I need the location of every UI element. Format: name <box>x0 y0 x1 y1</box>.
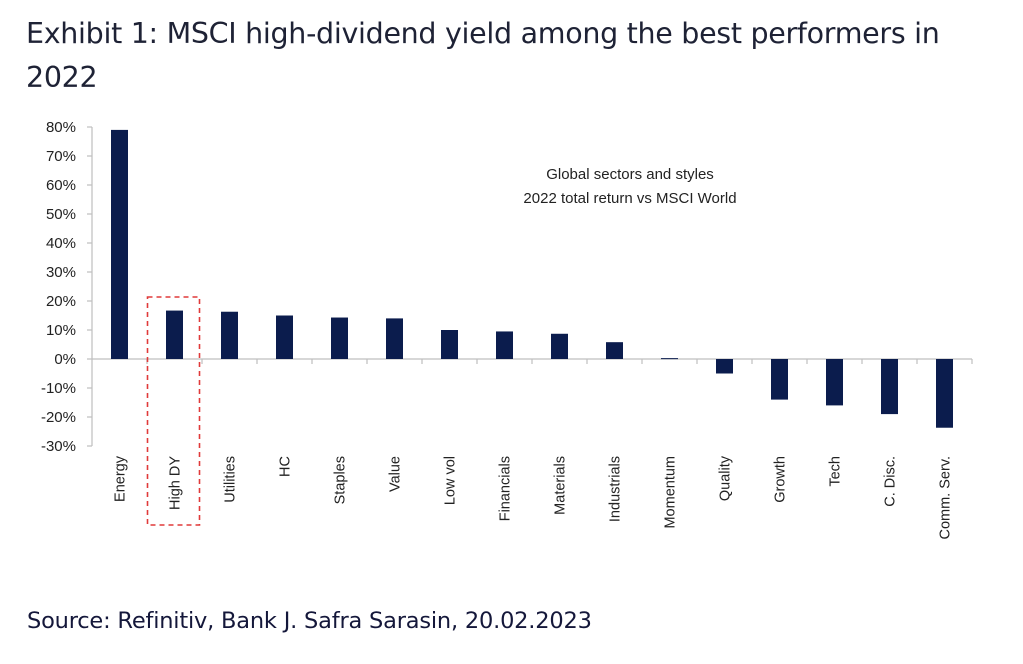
y-axis: 80% 70% 60% 50% 40% 30% 20% 10% 0% -10% -20% -30% <box>41 119 93 455</box>
category-label: C. Disc. <box>883 456 899 507</box>
highlight-box <box>146 296 201 526</box>
category-label: High DY <box>168 456 184 510</box>
y-tick-label: -20% <box>41 409 76 426</box>
category-label: Materials <box>553 456 569 515</box>
bar-financials <box>496 331 513 359</box>
y-tick-label: -10% <box>41 380 76 397</box>
y-tick-label: 70% <box>46 148 76 165</box>
chart-annotation: Global sectors and styles 2022 total retu… <box>523 166 736 207</box>
bar-chart: 80% 70% 60% 50% 40% 30% 20% 10% 0% -10% -20% -30% E… <box>41 119 973 540</box>
y-tick-label: 30% <box>46 264 76 281</box>
exhibit-title: Exhibit 1: MSCI high-dividend yield amon… <box>26 17 940 94</box>
y-tick-label: -30% <box>41 438 76 455</box>
bar-quality <box>716 359 733 374</box>
bar-materials <box>551 333 568 359</box>
y-tick-label: 10% <box>46 322 76 339</box>
bar-tech <box>826 359 843 406</box>
category-label: HC <box>278 456 294 477</box>
category-label: Utilities <box>223 456 239 503</box>
category-labels: Energy High DY Utilities HC Staples Value Low … <box>113 455 954 539</box>
category-label: Tech <box>828 456 844 487</box>
category-label: Industrials <box>608 456 624 522</box>
bar-growth <box>771 359 788 400</box>
y-tick-label: 50% <box>46 206 76 223</box>
bar-comm-serv <box>936 359 953 428</box>
annotation-line: 2022 total return vs MSCI World <box>523 190 736 207</box>
bar-high-dy <box>166 310 183 359</box>
x-axis <box>92 358 973 364</box>
bar-industrials <box>606 342 623 359</box>
bars <box>111 129 953 428</box>
source-note: Source: Refinitiv, Bank J. Safra Sarasin… <box>27 608 592 634</box>
y-tick-label: 80% <box>46 119 76 136</box>
y-tick-label: 20% <box>46 293 76 310</box>
category-label: Growth <box>773 456 789 503</box>
category-label: Quality <box>718 455 734 501</box>
y-tick-label: 40% <box>46 235 76 252</box>
bar-momentum <box>661 358 678 360</box>
bar-energy <box>111 129 128 359</box>
bar-hc <box>276 315 293 359</box>
bar-low-vol <box>441 330 458 359</box>
highlight-group <box>146 296 201 526</box>
bar-c-disc <box>881 359 898 415</box>
category-label: Momentum <box>663 456 679 529</box>
category-label: Energy <box>113 455 129 502</box>
category-label: Low vol <box>443 456 459 505</box>
annotation-line: Global sectors and styles <box>546 166 714 183</box>
bar-utilities <box>221 311 238 359</box>
y-tick-label: 60% <box>46 177 76 194</box>
bar-staples <box>331 317 348 359</box>
category-label: Comm. Serv. <box>938 456 954 540</box>
category-label: Financials <box>498 456 514 521</box>
category-label: Value <box>388 456 404 492</box>
y-tick-label: 0% <box>54 351 76 368</box>
category-label: Staples <box>333 456 349 504</box>
bar-value <box>386 318 403 359</box>
